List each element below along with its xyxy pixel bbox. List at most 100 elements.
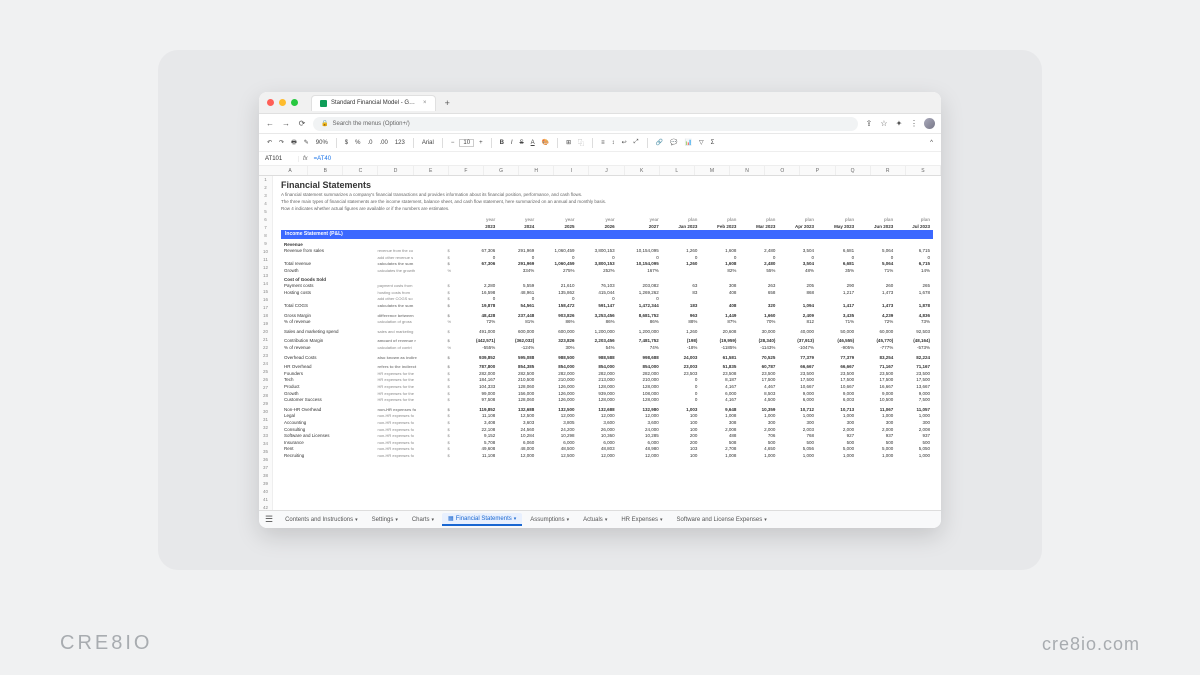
row-header[interactable]: 30 [259, 408, 272, 416]
extension-icon[interactable]: ✦ [894, 119, 904, 129]
row-header[interactable]: 17 [259, 304, 272, 312]
puzzle-icon[interactable]: ⋮ [909, 119, 919, 129]
row-header[interactable]: 10 [259, 248, 272, 256]
sheet-tab[interactable]: Actuals▾ [577, 515, 613, 525]
row-header[interactable]: 32 [259, 424, 272, 432]
minimize-dot[interactable] [279, 99, 286, 106]
row-header[interactable]: 5 [259, 208, 272, 216]
row-header[interactable]: 35 [259, 448, 272, 456]
row-header[interactable]: 24 [259, 360, 272, 368]
column-header[interactable]: R [871, 166, 906, 175]
column-header[interactable]: O [765, 166, 800, 175]
row-header[interactable]: 7 [259, 224, 272, 232]
browser-tab[interactable]: Standard Financial Model - G… × [311, 95, 436, 111]
column-header[interactable]: H [519, 166, 554, 175]
row-header[interactable]: 40 [259, 488, 272, 496]
size-plus[interactable]: + [477, 139, 485, 147]
italic-button[interactable]: I [509, 139, 515, 147]
text-color-button[interactable]: A [529, 139, 537, 147]
back-icon[interactable]: ← [265, 119, 275, 129]
row-header[interactable]: 23 [259, 352, 272, 360]
size-minus[interactable]: − [449, 139, 457, 147]
bold-button[interactable]: B [498, 139, 506, 147]
column-header[interactable]: C [343, 166, 378, 175]
percent-button[interactable]: % [353, 139, 362, 147]
print-icon[interactable]: 🖶 [289, 137, 299, 149]
row-header[interactable]: 42 [259, 504, 272, 510]
row-header[interactable]: 6 [259, 216, 272, 224]
strike-button[interactable]: S [518, 139, 526, 147]
row-header[interactable]: 21 [259, 336, 272, 344]
column-header[interactable]: D [378, 166, 413, 175]
filter-button[interactable]: ▽ [697, 138, 706, 147]
row-header[interactable]: 38 [259, 472, 272, 480]
font-select[interactable]: Arial [420, 139, 436, 147]
undo-icon[interactable]: ↶ [265, 138, 274, 147]
row-header[interactable]: 1 [259, 176, 272, 184]
toolbar-up-icon[interactable]: ^ [928, 139, 935, 147]
column-header[interactable]: B [308, 166, 343, 175]
reload-icon[interactable]: ⟳ [297, 119, 307, 129]
maximize-dot[interactable] [291, 99, 298, 106]
borders-button[interactable]: ⊞ [564, 138, 573, 147]
paint-icon[interactable]: ✎ [302, 138, 311, 147]
valign-button[interactable]: ↕ [610, 139, 617, 147]
tab-close-icon[interactable]: × [423, 100, 427, 106]
row-header[interactable]: 36 [259, 456, 272, 464]
currency-button[interactable]: $ [343, 139, 350, 147]
sheet-tab[interactable]: Charts▾ [406, 515, 440, 525]
row-header[interactable]: 26 [259, 376, 272, 384]
merge-button[interactable]: ⿻ [576, 137, 586, 148]
column-header[interactable]: E [414, 166, 449, 175]
forward-icon[interactable]: → [281, 119, 291, 129]
functions-button[interactable]: Σ [709, 139, 717, 147]
dec-decrease[interactable]: .0 [365, 139, 374, 147]
star-icon[interactable]: ☆ [879, 119, 889, 129]
row-header[interactable]: 31 [259, 416, 272, 424]
row-header[interactable]: 33 [259, 432, 272, 440]
column-header[interactable]: L [660, 166, 695, 175]
row-header[interactable]: 25 [259, 368, 272, 376]
column-header[interactable]: F [449, 166, 484, 175]
formula-input[interactable]: =AT40 [312, 156, 331, 162]
column-header[interactable]: A [273, 166, 308, 175]
sheet-tab[interactable]: Software and License Expenses▾ [671, 515, 773, 525]
row-header[interactable]: 27 [259, 384, 272, 392]
zoom-select[interactable]: 90% [314, 139, 330, 147]
row-header[interactable]: 2 [259, 184, 272, 192]
more-formats[interactable]: 123 [393, 139, 407, 147]
sheet-tab[interactable]: Assumptions▾ [524, 515, 575, 525]
row-header[interactable]: 19 [259, 320, 272, 328]
column-header[interactable]: K [625, 166, 660, 175]
row-header[interactable]: 9 [259, 240, 272, 248]
name-box[interactable]: AT101 [259, 156, 299, 162]
column-header[interactable]: S [906, 166, 941, 175]
row-header[interactable]: 37 [259, 464, 272, 472]
link-button[interactable]: 🔗 [654, 138, 665, 147]
font-size[interactable]: 10 [459, 139, 474, 147]
omnibox[interactable]: 🔒 Search the menus (Option+/) [313, 117, 858, 131]
close-dot[interactable] [267, 99, 274, 106]
row-header[interactable]: 39 [259, 480, 272, 488]
column-header[interactable]: J [589, 166, 624, 175]
new-tab-button[interactable]: + [445, 98, 450, 108]
column-header[interactable]: P [800, 166, 835, 175]
column-header[interactable]: N [730, 166, 765, 175]
row-header[interactable]: 20 [259, 328, 272, 336]
comment-button[interactable]: 💬 [668, 138, 679, 147]
spreadsheet-grid[interactable]: ABCDEFGHIJKLMNOPQRS 12345678910111213141… [259, 166, 941, 510]
row-header[interactable]: 18 [259, 312, 272, 320]
row-header[interactable]: 28 [259, 392, 272, 400]
row-header[interactable]: 13 [259, 272, 272, 280]
row-header[interactable]: 34 [259, 440, 272, 448]
fill-color-button[interactable]: 🎨 [540, 138, 551, 147]
row-header[interactable]: 8 [259, 232, 272, 240]
row-header[interactable]: 14 [259, 280, 272, 288]
sheet-tab[interactable]: Settings▾ [366, 515, 404, 525]
row-header[interactable]: 15 [259, 288, 272, 296]
row-header[interactable]: 12 [259, 264, 272, 272]
dec-increase[interactable]: .00 [377, 139, 389, 147]
sheet-tab[interactable]: HR Expenses▾ [615, 515, 668, 525]
chart-button[interactable]: 📊 [682, 138, 693, 147]
row-header[interactable]: 4 [259, 200, 272, 208]
